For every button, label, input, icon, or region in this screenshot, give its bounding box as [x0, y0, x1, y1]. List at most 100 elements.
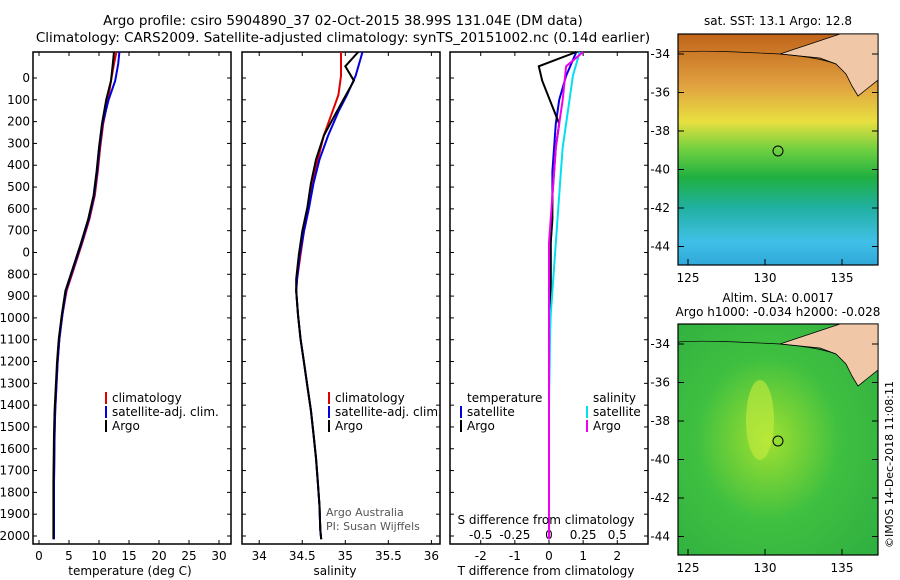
sla-map: -34 -36 -38 -40 -42 -44 125 130 135 — [650, 323, 879, 575]
temperature-legend: climatology satellite-adj. clim. Argo — [105, 391, 219, 433]
legend-label-argo: Argo — [112, 419, 140, 433]
sla-yticks: -34 -36 -38 -40 -42 -44 — [650, 337, 878, 544]
depth-tick-label: 1600 — [0, 442, 30, 456]
map-xtick-label: 135 — [831, 561, 854, 575]
depth-tick-label: 600 — [7, 202, 30, 216]
series-line-argo — [295, 51, 359, 540]
series-line-argo — [52, 51, 115, 540]
x2-tick-label: 0.5 — [608, 528, 627, 542]
sla-profile-marker — [772, 435, 784, 447]
depth-axis: 0 100 200 300 400 500 600 700 0 800 900 1000 1100 120… — [0, 71, 648, 543]
legend-title-temperature: temperature — [467, 391, 542, 405]
salinity-plot: 34 34.5 35 35.5 36 — [252, 51, 439, 563]
legend-label-climatology: climatology — [335, 391, 405, 405]
legend-swatch-sal-argo — [586, 420, 588, 432]
depth-tick-label: 2000 — [0, 529, 30, 543]
difference-xlabel: T difference from climatology — [457, 564, 635, 578]
x-tick-label: 10 — [91, 549, 106, 563]
map-ytick-label: -38 — [650, 414, 670, 428]
depth-tick-label: 1100 — [0, 333, 30, 347]
sla-map-title1: Altim. SLA: 0.0017 — [722, 291, 833, 305]
x-tick-label: -2 — [475, 549, 487, 563]
depth-tick-label: 1800 — [0, 485, 30, 499]
map-ytick-label: -36 — [650, 86, 670, 100]
depth-tick-label: 1900 — [0, 507, 30, 521]
depth-tick-label: 1700 — [0, 464, 30, 478]
title-line1: Argo profile: csiro 5904890_37 02-Oct-20… — [103, 13, 583, 29]
depth-tick-label: 900 — [7, 289, 30, 303]
legend-swatch-climatology — [105, 392, 107, 404]
x-tick-label: 30 — [211, 549, 226, 563]
legend-label-sal-satellite: satellite — [593, 405, 641, 419]
map-ytick-label: -40 — [650, 163, 670, 177]
map-xtick-label: 125 — [677, 271, 700, 285]
legend-title-salinity: salinity — [593, 391, 636, 405]
legend-swatch-temp-satellite — [460, 406, 462, 418]
map-ytick-label: -42 — [650, 201, 670, 215]
depth-tick-label: 800 — [7, 267, 30, 281]
series-line-temperature-argo — [537, 51, 577, 540]
credit-line2: PI: Susan Wijffels — [326, 520, 420, 533]
map-ytick-label: -38 — [650, 124, 670, 138]
sst-map: -34 -36 -38 -40 -42 -44 125 130 135 — [650, 33, 879, 285]
sst-xticks: 125 130 135 — [677, 259, 854, 285]
x-tick-label: 35.5 — [375, 549, 402, 563]
sla-xticks: 125 130 135 — [677, 549, 854, 575]
sla-map-title2: Argo h1000: -0.034 h2000: -0.028 — [676, 305, 881, 319]
legend-swatch-climatology — [328, 392, 330, 404]
x2-tick-label: -0.5 — [469, 528, 492, 542]
x-tick-label: 0 — [35, 549, 43, 563]
x-tick-label: 34.5 — [289, 549, 316, 563]
depth-tick-label: 300 — [7, 136, 30, 150]
series-line-climatology — [53, 51, 118, 540]
map-ytick-label: -42 — [650, 491, 670, 505]
legend-label-satellite: satellite-adj. clim. — [112, 405, 219, 419]
x2-tick-label: 0.25 — [570, 528, 597, 542]
series-line-climatology — [295, 52, 342, 540]
sst-profile-marker — [772, 145, 784, 157]
legend-swatch-temp-argo — [460, 420, 462, 432]
x-tick-label: 34 — [252, 549, 267, 563]
map-xtick-label: 125 — [677, 561, 700, 575]
legend-label-temp-argo: Argo — [467, 419, 495, 433]
salinity-panel — [241, 51, 441, 545]
depth-tick-label: 200 — [7, 115, 30, 129]
series-line-temperature-satellite — [548, 51, 578, 540]
legend-swatch-sal-satellite — [586, 406, 588, 418]
temperature-panel — [32, 51, 232, 545]
depth-tick-label: 1000 — [0, 311, 30, 325]
map-ytick-label: -34 — [650, 337, 670, 351]
imos-stamp: ©IMOS 14-Dec-2018 11:08:11 — [883, 381, 896, 548]
map-ytick-label: -44 — [650, 240, 670, 254]
map-xtick-label: 130 — [754, 271, 777, 285]
x-tick-label: 20 — [151, 549, 166, 563]
series-line-salinity-argo — [548, 51, 584, 540]
x-tick-label: 1 — [579, 549, 587, 563]
temperature-plot: 0 5 10 15 20 25 30 — [35, 51, 227, 563]
legend-swatch-satellite — [105, 406, 107, 418]
map-ytick-label: -36 — [650, 376, 670, 390]
x-tick-label: 25 — [181, 549, 196, 563]
depth-tick-label: 500 — [7, 180, 30, 194]
sla-coastline — [677, 340, 837, 355]
legend-label-satellite: satellite-adj. clim. — [335, 405, 442, 419]
legend-label-argo: Argo — [335, 419, 363, 433]
map-xtick-label: 130 — [754, 561, 777, 575]
sla-anomaly-feature — [746, 380, 774, 460]
map-xtick-label: 135 — [831, 271, 854, 285]
sst-coastline — [677, 50, 837, 65]
legend-label-sal-argo: Argo — [593, 419, 621, 433]
x-tick-label: 35 — [338, 549, 353, 563]
x-tick-label: -1 — [509, 549, 521, 563]
legend-swatch-satellite — [328, 406, 330, 418]
legend-label-climatology: climatology — [112, 391, 182, 405]
temperature-xlabel: temperature (deg C) — [68, 564, 191, 578]
credit-line1: Argo Australia — [326, 506, 404, 519]
depth-tick-label: 0 — [22, 71, 30, 85]
difference-x2label: S difference from climatology — [458, 513, 635, 527]
depth-tick-label: 1400 — [0, 398, 30, 412]
map-ytick-label: -44 — [650, 530, 670, 544]
map-ytick-label: -34 — [650, 47, 670, 61]
depth-tick-label: 1200 — [0, 355, 30, 369]
